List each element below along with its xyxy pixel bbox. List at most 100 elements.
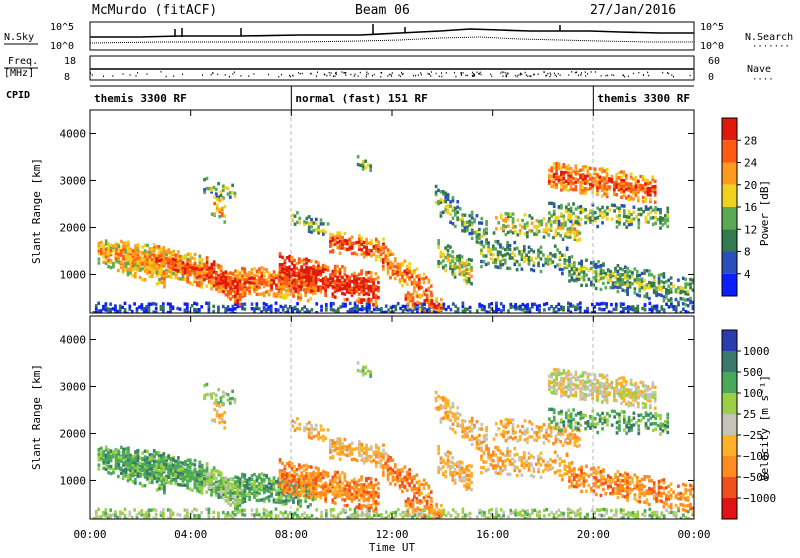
velocity-cell — [543, 514, 546, 517]
power-cell — [144, 278, 147, 281]
power-cell — [225, 277, 228, 280]
power-cell — [143, 307, 146, 310]
power-cell — [599, 212, 602, 215]
power-cell — [447, 253, 450, 256]
velocity-cell — [224, 513, 227, 516]
velocity-cell — [115, 453, 118, 456]
power-cell — [468, 268, 471, 271]
power-cell — [155, 260, 158, 263]
power-cell — [127, 257, 130, 260]
velocity-cell — [167, 455, 170, 458]
velocity-cell — [127, 479, 130, 482]
velocity-cell — [236, 480, 239, 483]
power-cell — [315, 276, 318, 279]
power-cell — [595, 263, 598, 266]
velocity-cell — [152, 508, 155, 511]
nave-mark — [302, 73, 303, 75]
power-cell — [258, 307, 261, 310]
power-cell — [601, 308, 604, 311]
power-cell — [562, 177, 565, 180]
velocity-cell — [500, 515, 503, 518]
velocity-cell — [176, 513, 179, 516]
power-cell — [654, 185, 657, 188]
power-cell — [622, 303, 625, 306]
power-cell — [456, 211, 459, 214]
power-cell — [343, 266, 346, 269]
power-cell — [563, 258, 566, 261]
velocity-cell — [229, 514, 232, 517]
power-cell — [322, 222, 325, 225]
power-cell — [638, 294, 641, 297]
velocity-cell — [229, 498, 232, 501]
power-cell — [363, 277, 366, 280]
velocity-cell — [656, 510, 659, 513]
power-cell — [329, 233, 332, 236]
velocity-cell — [201, 486, 204, 489]
power-cell — [626, 290, 629, 293]
power-cell — [107, 250, 110, 253]
velocity-cell — [296, 514, 299, 517]
power-cell — [139, 268, 142, 271]
velocity-cell — [162, 459, 165, 462]
power-cell — [531, 303, 534, 306]
power-cell — [105, 239, 108, 242]
velocity-cell — [603, 508, 606, 511]
power-cell — [640, 207, 643, 210]
velocity-cell — [97, 508, 100, 511]
power-cell — [570, 180, 573, 183]
power-cell — [653, 305, 656, 308]
nave-mark — [413, 75, 414, 77]
power-cell — [413, 289, 416, 292]
power-cell — [518, 250, 521, 253]
power-cell — [127, 240, 130, 243]
velocity-cell — [155, 466, 158, 469]
velocity-cell — [270, 510, 273, 513]
power-cell — [550, 227, 553, 230]
power-cell — [471, 232, 474, 235]
power-cell — [601, 206, 604, 209]
velocity-cell — [179, 513, 182, 516]
power-cell — [435, 297, 438, 300]
velocity-cell — [107, 448, 110, 451]
power-cell — [468, 214, 471, 217]
velocity-cell — [236, 511, 239, 514]
velocity-cell — [163, 491, 166, 494]
power-cell — [309, 297, 312, 300]
velocity-cell — [601, 514, 604, 517]
power-cell — [397, 302, 400, 305]
nave-mark — [638, 72, 639, 74]
velocity-cell — [191, 462, 194, 465]
power-cell — [572, 188, 575, 191]
power-cell — [360, 298, 363, 301]
power-cell — [285, 293, 288, 296]
power-cell — [399, 278, 402, 281]
nave-mark — [278, 76, 279, 78]
power-cell — [158, 251, 161, 254]
power-cell — [601, 302, 604, 305]
power-cell — [478, 237, 481, 240]
velocity-cell — [118, 463, 121, 466]
velocity-cell — [462, 515, 465, 518]
velocity-cell — [160, 454, 163, 457]
power-cell — [236, 281, 239, 284]
power-cell — [471, 237, 474, 240]
power-cell — [273, 276, 276, 279]
power-cell — [329, 281, 332, 284]
velocity-cell — [145, 514, 148, 517]
power-cell — [278, 289, 281, 292]
velocity-cell — [507, 515, 510, 518]
power-cell — [413, 281, 416, 284]
power-cell — [528, 214, 531, 217]
power-cell — [507, 231, 510, 234]
power-cell — [389, 266, 392, 269]
power-cell — [179, 262, 182, 265]
power-cell — [557, 226, 560, 229]
power-cell — [225, 270, 228, 273]
velocity-cell — [660, 511, 663, 514]
power-cell — [308, 275, 311, 278]
power-heatmap — [93, 155, 695, 317]
power-cell — [375, 244, 378, 247]
velocity-cell — [160, 511, 163, 514]
nave-mark — [587, 73, 588, 75]
power-cell — [641, 307, 644, 310]
